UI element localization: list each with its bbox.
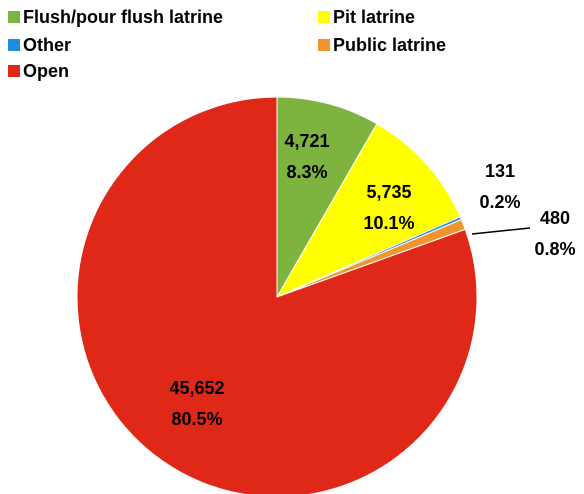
legend-swatch <box>8 65 20 77</box>
percent-label: 8.3% <box>286 162 327 182</box>
legend-swatch <box>318 11 330 23</box>
legend-label: Other <box>23 35 71 55</box>
legend-swatch <box>8 11 20 23</box>
data-label: 131 <box>485 161 515 181</box>
legend-label: Open <box>23 61 69 81</box>
legend-label: Pit latrine <box>333 7 415 27</box>
legend-swatch <box>8 39 20 51</box>
percent-label: 0.2% <box>479 192 520 212</box>
data-label: 480 <box>540 208 570 228</box>
data-label: 45,652 <box>169 378 224 398</box>
percent-label: 0.8% <box>534 239 575 259</box>
legend-swatch <box>318 39 330 51</box>
percent-label: 10.1% <box>363 213 414 233</box>
leader-line <box>471 227 531 235</box>
data-label: 5,735 <box>366 182 411 202</box>
pie-slice <box>76 96 478 494</box>
pie-slice <box>275 123 461 299</box>
legend-label: Flush/pour flush latrine <box>23 7 223 27</box>
pie-slice <box>276 96 378 299</box>
data-label: 4,721 <box>284 131 329 151</box>
legend-label: Public latrine <box>333 35 446 55</box>
percent-label: 80.5% <box>171 409 222 429</box>
